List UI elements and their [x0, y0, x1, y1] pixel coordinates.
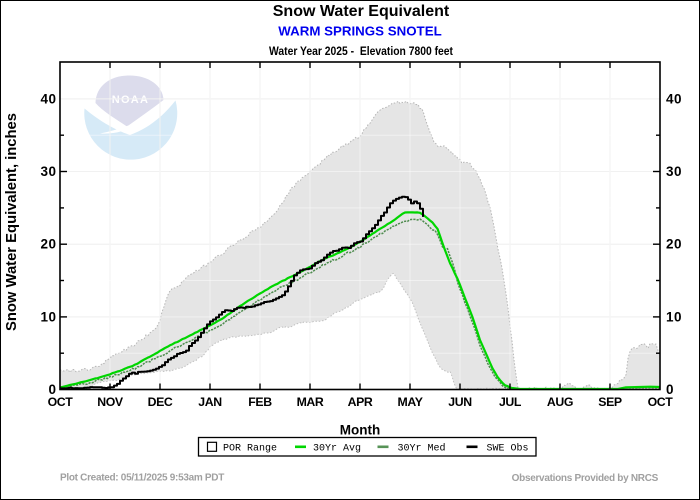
svg-text:Plot Created: 05/11/2025 9:53a: Plot Created: 05/11/2025 9:53am PDT — [60, 473, 224, 484]
svg-text:NOAA: NOAA — [112, 94, 150, 106]
svg-text:20: 20 — [40, 237, 56, 252]
svg-text:20: 20 — [666, 237, 682, 252]
svg-text:WARM SPRINGS SNOTEL: WARM SPRINGS SNOTEL — [278, 24, 441, 39]
svg-text:FEB: FEB — [248, 395, 272, 409]
svg-text:0: 0 — [666, 382, 674, 397]
svg-text:POR Range: POR Range — [223, 444, 277, 455]
svg-text:AUG: AUG — [547, 395, 573, 409]
svg-text:30Yr Med: 30Yr Med — [398, 443, 446, 455]
svg-text:Month: Month — [340, 423, 380, 438]
svg-text:OCT: OCT — [48, 395, 74, 409]
svg-text:10: 10 — [666, 309, 682, 324]
svg-text:30Yr Avg: 30Yr Avg — [313, 444, 361, 455]
svg-text:30: 30 — [666, 164, 682, 179]
svg-text:JAN: JAN — [198, 395, 222, 409]
svg-text:SEP: SEP — [598, 395, 622, 409]
svg-text:DEC: DEC — [148, 395, 173, 409]
svg-text:SWE Obs: SWE Obs — [487, 443, 529, 455]
svg-text:APR: APR — [348, 395, 373, 409]
svg-text:JUN: JUN — [448, 395, 472, 409]
svg-text:40: 40 — [40, 91, 56, 106]
svg-text:30: 30 — [40, 164, 56, 179]
svg-text:MAR: MAR — [297, 395, 324, 409]
svg-text:Observations Provided by NRCS: Observations Provided by NRCS — [512, 473, 659, 484]
svg-text:Snow Water Equivalent: Snow Water Equivalent — [273, 3, 450, 20]
svg-text:40: 40 — [666, 91, 682, 106]
svg-text:10: 10 — [40, 309, 56, 324]
svg-text:Snow Water Equivalent, inches: Snow Water Equivalent, inches — [4, 113, 20, 331]
svg-text:JUL: JUL — [499, 395, 522, 409]
svg-text:MAY: MAY — [398, 395, 423, 409]
svg-text:Water Year 2025 - Elevation 7: Water Year 2025 - Elevation 7800 feet — [269, 44, 453, 58]
svg-text:OCT: OCT — [648, 395, 674, 409]
svg-text:0: 0 — [48, 382, 56, 397]
svg-text:NOV: NOV — [97, 395, 124, 409]
